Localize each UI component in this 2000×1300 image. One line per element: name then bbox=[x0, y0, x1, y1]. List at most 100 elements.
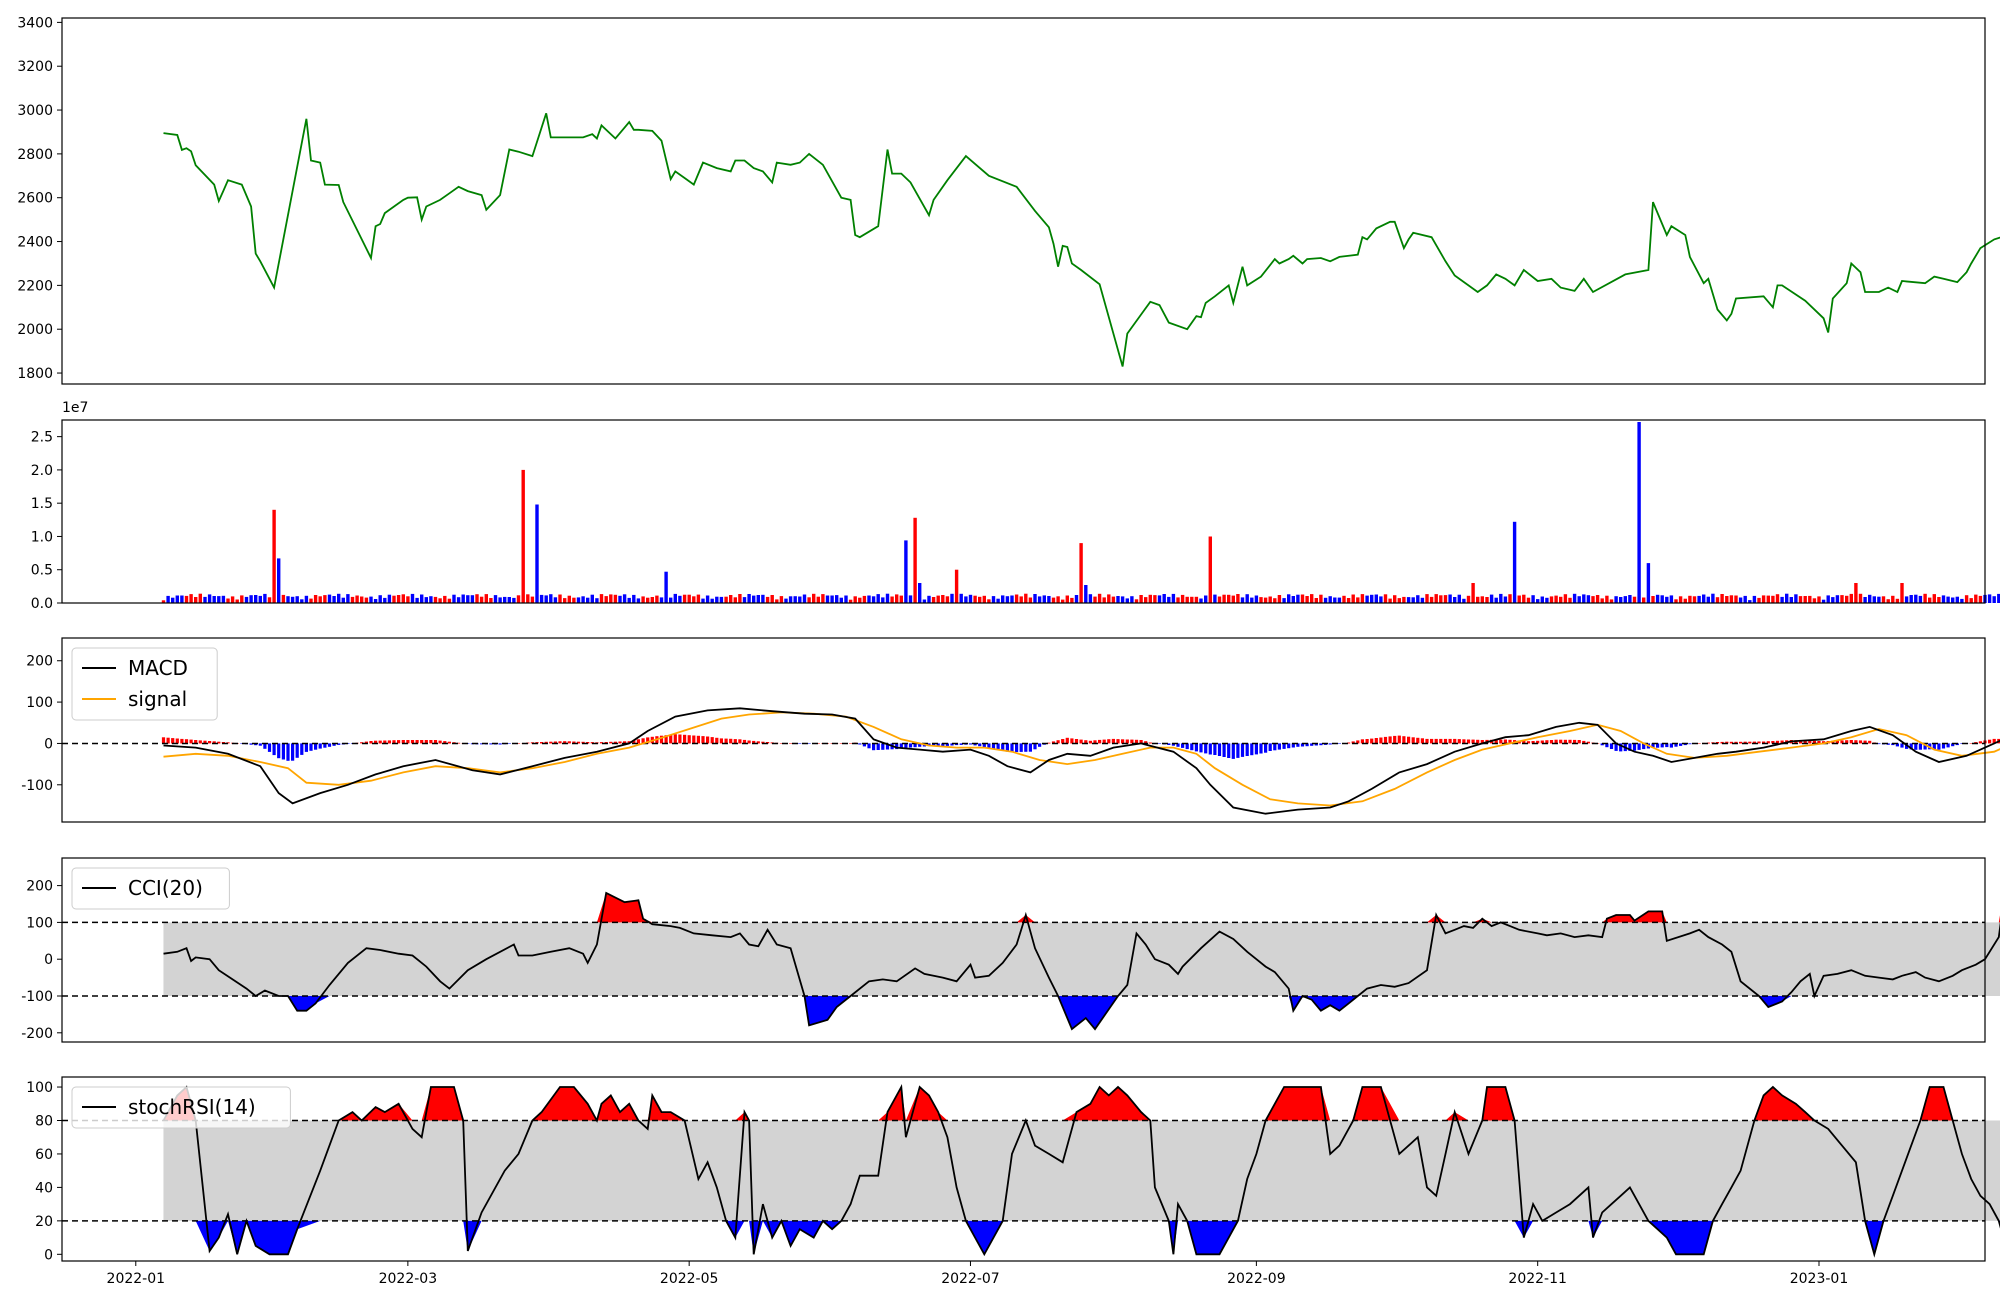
volume-bar bbox=[1946, 596, 1950, 603]
volume-bar bbox=[1508, 594, 1512, 603]
histogram-bar bbox=[1868, 740, 1872, 744]
histogram-bar bbox=[885, 743, 890, 750]
histogram-bar bbox=[779, 743, 783, 744]
volume-bar bbox=[1185, 596, 1189, 603]
volume-bar bbox=[1250, 597, 1254, 603]
volume-bar bbox=[812, 593, 816, 603]
volume-bar bbox=[1342, 595, 1346, 603]
volume-bar bbox=[641, 596, 645, 603]
histogram-bar bbox=[1024, 743, 1028, 752]
histogram-bar bbox=[291, 743, 295, 761]
volume-bar bbox=[1471, 583, 1475, 603]
histogram-bar bbox=[1969, 743, 1973, 744]
volume-bar bbox=[1743, 595, 1747, 603]
histogram-bar bbox=[1674, 743, 1678, 747]
volume-bar bbox=[1812, 598, 1817, 603]
volume-bar bbox=[830, 595, 834, 603]
y-tick-label: -100 bbox=[21, 778, 53, 794]
histogram-bar bbox=[789, 743, 793, 744]
histogram-bar bbox=[1001, 743, 1005, 751]
volume-bar bbox=[931, 597, 936, 603]
volume-bar bbox=[1323, 597, 1328, 603]
volume-bar bbox=[1904, 596, 1909, 603]
volume-bar bbox=[295, 596, 299, 603]
volume-bar bbox=[572, 597, 576, 603]
histogram-bar bbox=[254, 743, 258, 746]
histogram-bar bbox=[1015, 743, 1019, 752]
volume-bar bbox=[968, 594, 973, 603]
volume-bar bbox=[1545, 597, 1549, 603]
histogram-bar bbox=[1609, 743, 1614, 749]
histogram-bar bbox=[1923, 743, 1927, 750]
y-tick-label: 2.0 bbox=[31, 463, 53, 479]
histogram-bar bbox=[1706, 742, 1710, 744]
price-panel: 1800 2000 2200 2400 2600 2800 3000 3200 3400 bbox=[17, 15, 2000, 385]
volume-bar bbox=[1582, 594, 1586, 603]
volume-bar bbox=[682, 594, 687, 603]
volume-bar bbox=[1462, 598, 1466, 603]
histogram-bar bbox=[374, 740, 378, 744]
volume-bar bbox=[521, 469, 525, 603]
histogram-bar bbox=[1683, 743, 1687, 746]
volume-bar bbox=[1134, 599, 1139, 603]
y-tick-label: -200 bbox=[21, 1026, 53, 1042]
volume-bar bbox=[1388, 598, 1392, 603]
volume-bar bbox=[835, 595, 839, 603]
histogram-bar bbox=[872, 743, 876, 751]
legend-box bbox=[71, 1086, 291, 1129]
histogram-bar bbox=[1217, 743, 1222, 756]
volume-bar bbox=[503, 596, 507, 603]
histogram-bar bbox=[498, 743, 502, 745]
histogram-bar bbox=[1134, 739, 1139, 744]
volume-bar bbox=[802, 594, 807, 603]
x-tick-label: 2023-01 bbox=[1790, 1271, 1849, 1287]
y-tick-label: 2400 bbox=[17, 235, 53, 251]
histogram-bar bbox=[729, 738, 733, 744]
legend-box bbox=[71, 647, 218, 721]
y-tick-label: 80 bbox=[35, 1113, 53, 1129]
volume-bar bbox=[235, 599, 239, 603]
volume-bar bbox=[1642, 597, 1646, 603]
volume-bar bbox=[313, 595, 318, 603]
histogram-bar bbox=[973, 743, 977, 746]
volume-bar bbox=[1180, 594, 1185, 603]
histogram-bar bbox=[1637, 743, 1641, 750]
histogram-bar bbox=[1107, 739, 1111, 744]
y-tick-label: 1800 bbox=[17, 366, 53, 382]
volume-bar bbox=[1254, 595, 1259, 603]
histogram-bar bbox=[913, 743, 917, 748]
volume-bar bbox=[1489, 594, 1494, 603]
histogram-bar bbox=[1051, 741, 1056, 744]
volume-bar bbox=[304, 595, 309, 603]
histogram-bar bbox=[1476, 739, 1480, 744]
volume-bar bbox=[1785, 593, 1789, 603]
histogram-bar bbox=[1697, 743, 1701, 744]
volume-bar bbox=[230, 596, 235, 603]
histogram-bar bbox=[1227, 743, 1231, 758]
histogram-bar bbox=[272, 743, 276, 756]
histogram-bar bbox=[1845, 740, 1849, 744]
volume-bar bbox=[355, 595, 359, 603]
volume-bar bbox=[1402, 596, 1406, 603]
volume-bar bbox=[1600, 598, 1604, 603]
histogram-bar bbox=[1812, 740, 1816, 744]
histogram-bar bbox=[516, 743, 521, 744]
volume-bar bbox=[539, 594, 544, 603]
histogram-bar bbox=[567, 741, 571, 744]
histogram-bar bbox=[1157, 743, 1162, 744]
volume-bar bbox=[420, 594, 424, 603]
histogram-bar bbox=[1978, 741, 1982, 744]
volume-bar bbox=[1909, 595, 1913, 603]
volume-bar bbox=[558, 594, 562, 603]
volume-bar bbox=[1969, 598, 1973, 603]
histogram-bar bbox=[1425, 738, 1429, 744]
volume-bar bbox=[1494, 597, 1498, 603]
histogram-bar bbox=[1960, 743, 1964, 744]
histogram-bar bbox=[747, 740, 751, 744]
volume-bar bbox=[1476, 596, 1480, 603]
legend-label: signal bbox=[128, 687, 187, 711]
histogram-bar bbox=[1111, 738, 1115, 744]
volume-bar bbox=[1748, 600, 1752, 603]
volume-bar bbox=[281, 594, 286, 603]
volume-bar bbox=[1554, 595, 1558, 603]
